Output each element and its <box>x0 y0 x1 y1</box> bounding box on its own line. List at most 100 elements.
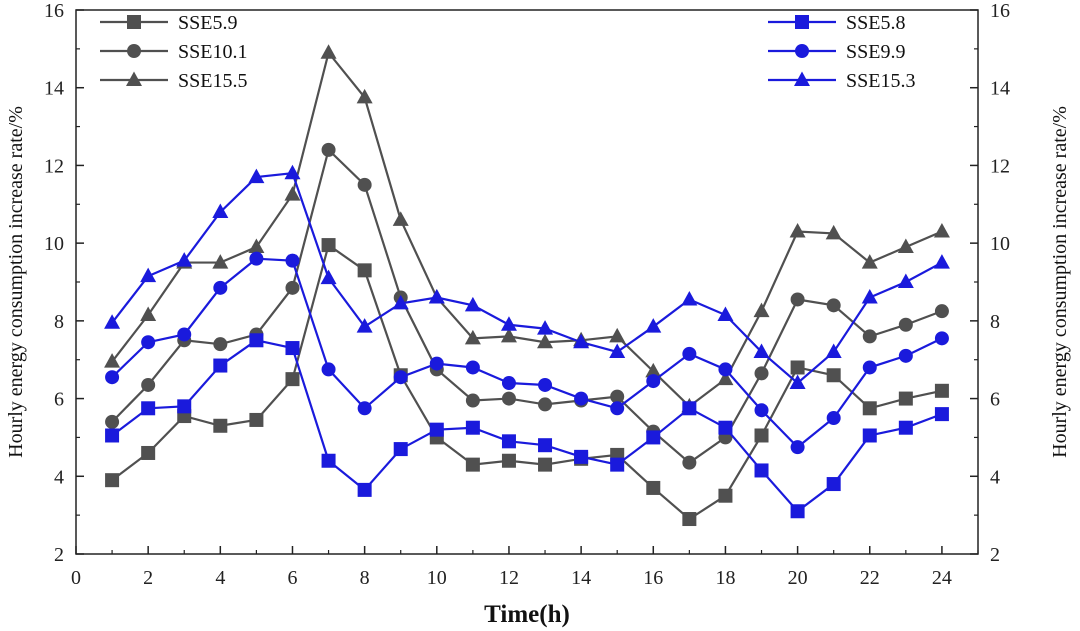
data-point <box>104 353 121 368</box>
y-axis-title-right: Hourly energy consumption increase rate/… <box>1049 106 1071 458</box>
data-point <box>105 370 120 385</box>
y-axis-title-left: Hourly energy consumption increase rate/… <box>5 106 27 458</box>
series-SSE10.1 <box>105 142 949 470</box>
data-point <box>141 401 156 416</box>
data-point <box>898 391 913 406</box>
data-point <box>429 356 444 371</box>
x-tick-label: 10 <box>427 567 447 589</box>
legend-label: SSE10.1 <box>178 41 247 63</box>
data-point <box>213 418 228 433</box>
data-point <box>790 504 805 519</box>
data-point <box>826 477 841 492</box>
data-point <box>682 455 697 470</box>
y-tick-label-left: 14 <box>44 78 64 100</box>
data-point <box>140 267 157 283</box>
data-point <box>645 362 662 378</box>
data-point <box>249 251 264 266</box>
data-point <box>392 294 409 310</box>
data-point <box>862 360 877 375</box>
y-tick-label-right: 2 <box>990 544 1000 566</box>
legend-label: SSE5.9 <box>178 12 237 34</box>
legend-marker <box>794 71 810 86</box>
data-point <box>429 422 444 437</box>
legend-marker <box>795 15 809 29</box>
data-point <box>105 473 120 488</box>
data-point <box>500 327 517 343</box>
data-point <box>718 420 733 435</box>
data-point <box>790 440 805 455</box>
data-point <box>682 401 697 416</box>
data-point <box>790 292 805 307</box>
legend-label: SSE15.3 <box>846 70 915 92</box>
x-tick-label: 6 <box>287 567 297 589</box>
data-point <box>826 298 841 313</box>
legend-marker <box>127 15 141 29</box>
data-point <box>754 403 769 418</box>
data-point <box>934 304 949 319</box>
data-point <box>248 168 265 184</box>
data-point <box>717 306 734 322</box>
data-point <box>645 318 662 333</box>
x-tick-label: 24 <box>932 567 952 589</box>
data-point <box>862 329 877 344</box>
data-point <box>682 512 697 527</box>
data-point <box>862 428 877 443</box>
data-point <box>934 407 949 422</box>
legend-marker <box>795 44 809 58</box>
y-tick-label-right: 14 <box>990 78 1010 100</box>
data-point <box>105 414 120 429</box>
data-point <box>718 362 733 377</box>
data-point <box>501 391 516 406</box>
data-point <box>897 273 914 288</box>
data-point <box>141 377 156 392</box>
data-point <box>681 290 698 306</box>
data-point <box>610 401 625 416</box>
data-point <box>357 263 372 278</box>
data-point <box>393 370 408 385</box>
data-point <box>177 327 192 342</box>
data-point <box>753 343 770 358</box>
data-point <box>393 442 408 457</box>
y-tick-label-left: 16 <box>44 0 64 22</box>
data-point <box>285 372 300 387</box>
data-point <box>285 253 300 268</box>
data-point <box>898 317 913 332</box>
data-point <box>213 337 228 352</box>
data-point <box>105 428 120 443</box>
data-point <box>898 348 913 363</box>
y-tick-label-right: 10 <box>990 233 1010 255</box>
legend-marker <box>127 44 141 58</box>
data-point <box>646 480 661 495</box>
x-tick-label: 2 <box>143 567 153 589</box>
y-tick-label-left: 4 <box>54 466 64 488</box>
data-point <box>213 280 228 295</box>
y-tick-label-right: 6 <box>990 389 1000 411</box>
data-point <box>537 333 554 349</box>
data-point <box>861 254 878 269</box>
series-SSE15.3 <box>104 164 950 390</box>
data-point <box>537 320 554 335</box>
legend-label: SSE5.8 <box>846 12 905 34</box>
y-tick-label-left: 8 <box>54 311 64 333</box>
data-point <box>825 343 842 358</box>
data-point <box>249 333 264 348</box>
legend-entry: SSE9.9 <box>768 41 905 63</box>
data-point <box>357 482 372 497</box>
series-SSE5.9 <box>105 238 949 527</box>
data-point <box>609 343 626 358</box>
data-point <box>392 211 409 226</box>
data-point <box>790 360 805 375</box>
data-point <box>574 449 589 464</box>
data-point <box>321 142 336 157</box>
data-point <box>825 224 842 240</box>
data-point <box>862 401 877 416</box>
data-point <box>321 453 336 468</box>
x-tick-label: 22 <box>860 567 880 589</box>
data-point <box>285 280 300 295</box>
data-point <box>753 302 770 318</box>
data-point <box>538 377 553 392</box>
data-point <box>500 316 517 331</box>
data-point <box>682 346 697 361</box>
series-SSE15.5 <box>104 44 950 413</box>
